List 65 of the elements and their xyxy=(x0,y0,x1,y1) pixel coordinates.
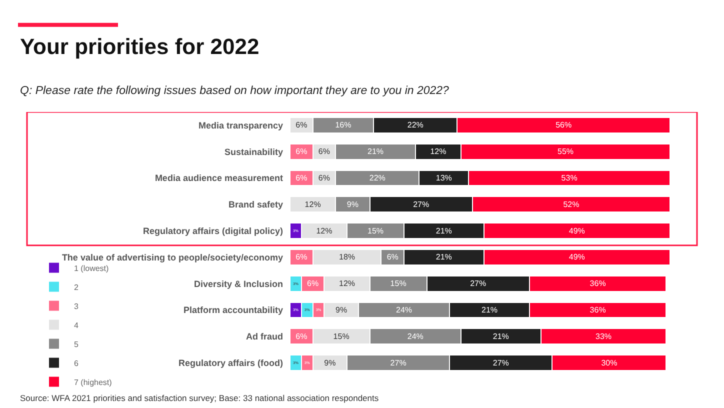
data-label: 56% xyxy=(556,120,572,130)
y-tick-label: Sustainability xyxy=(224,146,283,157)
data-label: 6% xyxy=(318,174,330,182)
data-label: 6% xyxy=(296,332,308,341)
chart-subtitle: Q: Please rate the following issues based on how important they are to you in 2022? xyxy=(20,85,450,97)
data-label: 27% xyxy=(492,358,509,368)
data-label: 36% xyxy=(590,306,606,314)
data-label: 15% xyxy=(367,226,384,236)
data-label: 12% xyxy=(430,147,446,156)
data-label: 55% xyxy=(557,147,574,156)
data-label: 52% xyxy=(563,200,580,209)
data-label: 12% xyxy=(316,226,332,236)
data-label: 27% xyxy=(413,200,430,209)
data-label: 21% xyxy=(436,252,452,262)
y-tick-label: Platform accountability xyxy=(183,305,283,316)
data-label: 21% xyxy=(367,147,384,156)
legend-label: 4 xyxy=(74,320,79,330)
data-label: 24% xyxy=(396,306,412,314)
data-label: 9% xyxy=(346,200,358,209)
legend-label: 2 xyxy=(74,282,79,292)
y-tick-label: Diversity & Inclusion xyxy=(194,278,283,289)
data-label: 27% xyxy=(390,358,406,368)
data-label: 21% xyxy=(436,226,452,236)
data-label: 27% xyxy=(470,279,486,288)
data-label: 22% xyxy=(369,174,386,182)
legend-label: 7 (highest) xyxy=(74,378,112,387)
data-label: 6% xyxy=(296,147,308,156)
data-label: 15% xyxy=(333,332,350,341)
legend-label: 1 (lowest) xyxy=(74,264,110,273)
data-label: 12% xyxy=(304,200,321,209)
legend-label: 6 xyxy=(74,358,79,368)
y-tick-label: Regulatory affairs (food) xyxy=(178,358,283,368)
y-tick-label: Regulatory affairs (digital policy) xyxy=(142,226,283,236)
data-label: 36% xyxy=(590,279,606,288)
data-label: 6% xyxy=(296,252,308,262)
y-tick-label: Ad fraud xyxy=(246,332,283,342)
data-label: 16% xyxy=(335,120,352,130)
y-tick-label: Brand safety xyxy=(228,200,283,210)
data-label: 6% xyxy=(296,120,308,130)
data-label: 21% xyxy=(481,306,498,314)
legend-label: 5 xyxy=(74,340,79,349)
data-label: 53% xyxy=(561,174,578,182)
data-label: 49% xyxy=(568,252,585,262)
data-label: 15% xyxy=(390,279,406,288)
legend-label: 3 xyxy=(74,302,79,311)
data-label: 24% xyxy=(407,332,424,341)
source-note: Source: WFA 2021 priorities and satisfaction survey; Base: 33 national association respondents xyxy=(20,393,379,403)
data-label: 18% xyxy=(338,252,356,262)
y-tick-label: Media audience measurement xyxy=(154,173,283,184)
data-label: 6% xyxy=(296,174,308,182)
data-label: 9% xyxy=(336,306,348,314)
data-label: 33% xyxy=(595,332,612,341)
data-label: 6% xyxy=(386,252,398,262)
y-tick-label: Media transparency xyxy=(198,120,283,130)
data-label: 6% xyxy=(318,147,330,156)
data-label: 6% xyxy=(307,279,319,288)
chart-title: Your priorities for 2022 xyxy=(20,34,260,59)
data-label: 9% xyxy=(324,358,336,368)
data-label: 13% xyxy=(436,174,452,182)
data-label: 30% xyxy=(601,358,618,368)
data-label: 21% xyxy=(492,332,509,341)
data-label: 22% xyxy=(407,120,424,130)
data-label: 49% xyxy=(568,226,585,236)
data-label: 12% xyxy=(338,279,356,288)
y-tick-label: The value of advertising to people/society/economy xyxy=(62,252,283,262)
